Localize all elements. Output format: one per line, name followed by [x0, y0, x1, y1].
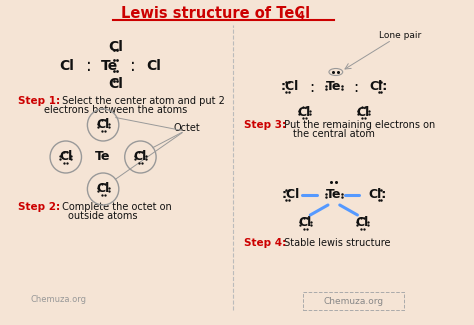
Text: outside atoms: outside atoms	[68, 211, 138, 221]
Text: Cl: Cl	[298, 106, 311, 119]
Text: Te: Te	[95, 150, 111, 163]
Text: :Cl: :Cl	[282, 188, 300, 202]
Text: Step 3:: Step 3:	[244, 120, 286, 130]
Text: electrons between the atoms: electrons between the atoms	[44, 105, 188, 115]
Text: Cl: Cl	[109, 77, 123, 91]
Text: Complete the octet on: Complete the octet on	[59, 202, 172, 212]
Text: :: :	[310, 80, 315, 95]
Text: :: :	[86, 57, 92, 75]
Text: Cl: Cl	[134, 150, 147, 163]
Text: Cl: Cl	[59, 150, 73, 163]
Text: Cl: Cl	[356, 216, 369, 229]
Text: Chemuza.org: Chemuza.org	[323, 296, 383, 306]
Text: :Cl: :Cl	[281, 81, 299, 94]
Text: Te: Te	[326, 81, 342, 94]
Text: Te: Te	[101, 59, 118, 73]
Text: Cl: Cl	[299, 216, 312, 229]
Text: Lewis structure of TeCl: Lewis structure of TeCl	[121, 6, 310, 20]
Text: :: :	[130, 57, 136, 75]
Text: Octet: Octet	[173, 123, 200, 133]
Text: Cl: Cl	[147, 59, 162, 73]
Text: Cl: Cl	[97, 183, 110, 196]
Text: Cl:: Cl:	[369, 81, 387, 94]
Text: Put the remaining electrons on: Put the remaining electrons on	[281, 120, 435, 130]
Text: Step 4:: Step 4:	[244, 238, 286, 248]
Text: Te: Te	[326, 188, 342, 202]
Text: Step 2:: Step 2:	[18, 202, 60, 212]
Text: Chemuza.org: Chemuza.org	[31, 295, 87, 305]
Text: Cl: Cl	[97, 119, 110, 132]
Text: 4: 4	[298, 11, 305, 21]
Text: Cl: Cl	[59, 59, 74, 73]
Text: Cl: Cl	[109, 40, 123, 54]
Text: the central atom: the central atom	[293, 129, 375, 139]
Text: :: :	[353, 80, 358, 95]
Text: Stable lewis structure: Stable lewis structure	[281, 238, 391, 248]
Text: Cl:: Cl:	[368, 188, 386, 202]
Text: Cl: Cl	[357, 106, 370, 119]
Text: Lone pair: Lone pair	[379, 31, 421, 40]
Text: Select the center atom and put 2: Select the center atom and put 2	[59, 96, 225, 106]
Text: Step 1:: Step 1:	[18, 96, 60, 106]
